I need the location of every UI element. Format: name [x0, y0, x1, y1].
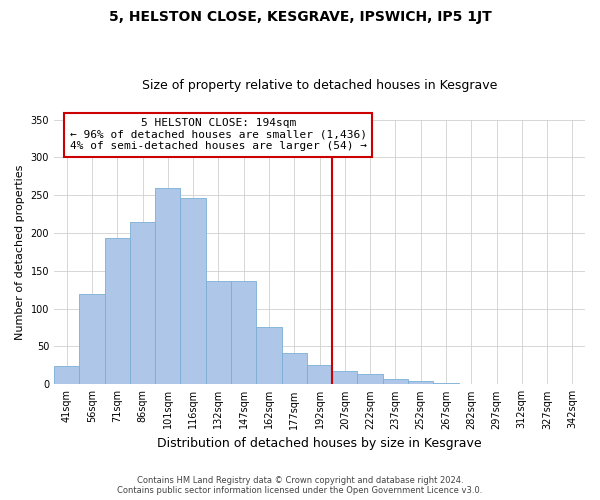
Bar: [104, 238, 130, 384]
Bar: [54, 366, 79, 384]
Text: 5 HELSTON CLOSE: 194sqm
← 96% of detached houses are smaller (1,436)
4% of semi-: 5 HELSTON CLOSE: 194sqm ← 96% of detache…: [70, 118, 367, 152]
Bar: [256, 327, 281, 384]
Bar: [281, 354, 307, 384]
Title: Size of property relative to detached houses in Kesgrave: Size of property relative to detached ho…: [142, 79, 497, 92]
Bar: [181, 198, 206, 384]
Bar: [433, 383, 458, 384]
Bar: [231, 282, 256, 385]
X-axis label: Distribution of detached houses by size in Kesgrave: Distribution of detached houses by size …: [157, 437, 482, 450]
Text: Contains HM Land Registry data © Crown copyright and database right 2024.
Contai: Contains HM Land Registry data © Crown c…: [118, 476, 482, 495]
Bar: [79, 294, 104, 384]
Y-axis label: Number of detached properties: Number of detached properties: [15, 164, 25, 340]
Bar: [307, 366, 332, 384]
Bar: [130, 222, 155, 384]
Bar: [408, 380, 433, 384]
Bar: [206, 280, 231, 384]
Bar: [358, 374, 383, 384]
Bar: [155, 188, 181, 384]
Bar: [383, 379, 408, 384]
Text: 5, HELSTON CLOSE, KESGRAVE, IPSWICH, IP5 1JT: 5, HELSTON CLOSE, KESGRAVE, IPSWICH, IP5…: [109, 10, 491, 24]
Bar: [332, 370, 358, 384]
